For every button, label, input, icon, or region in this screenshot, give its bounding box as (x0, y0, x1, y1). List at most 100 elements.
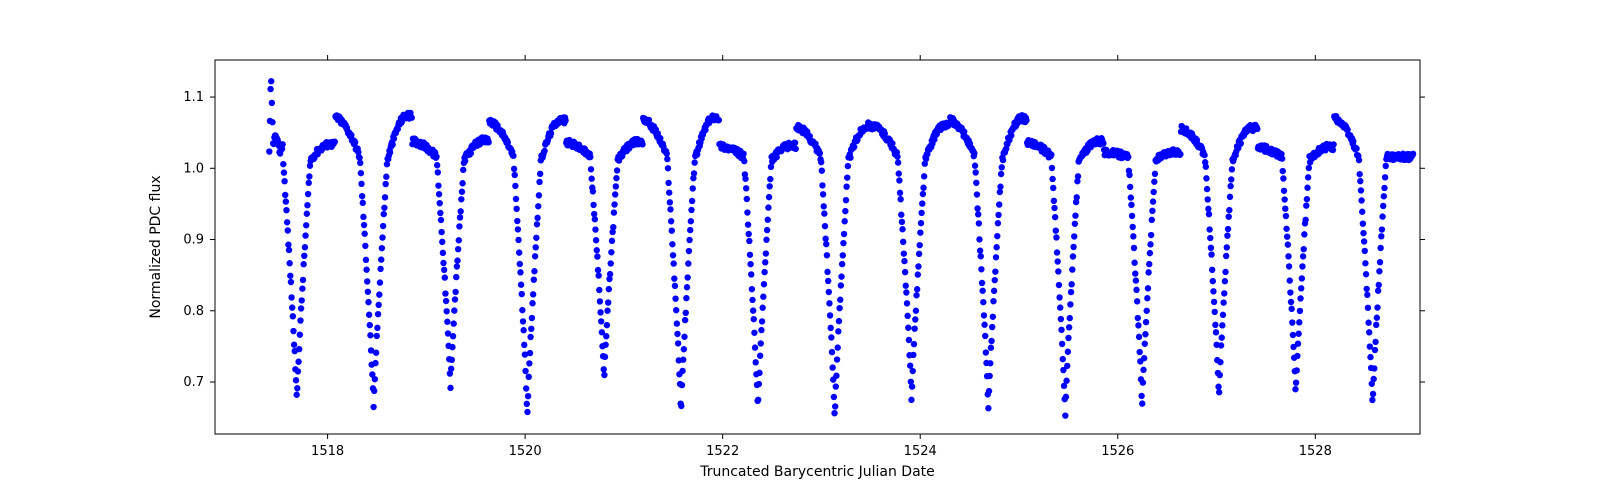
data-point (898, 212, 904, 218)
data-point (822, 223, 828, 229)
data-point (1219, 334, 1225, 340)
data-point (1060, 356, 1066, 362)
data-point (679, 382, 685, 388)
data-point (361, 222, 367, 228)
data-point (1150, 189, 1156, 195)
data-point (763, 250, 769, 256)
data-point (1023, 117, 1029, 123)
data-point (1133, 287, 1139, 293)
data-point (436, 191, 442, 197)
data-point (842, 208, 848, 214)
data-point (562, 117, 568, 123)
data-point (911, 341, 917, 347)
data-point (1365, 305, 1371, 311)
data-point (1219, 322, 1225, 328)
data-point (1374, 304, 1380, 310)
data-point (1280, 175, 1286, 181)
data-point (992, 268, 998, 274)
data-point (767, 176, 773, 182)
data-point (995, 220, 1001, 226)
data-point (1223, 253, 1229, 259)
data-point (1330, 147, 1336, 153)
data-point (765, 217, 771, 223)
data-point (1227, 183, 1233, 189)
data-point (513, 206, 519, 212)
data-point (975, 211, 981, 217)
data-point (670, 260, 676, 266)
data-point (684, 274, 690, 280)
data-point (1145, 285, 1151, 291)
data-point (751, 316, 757, 322)
data-point (435, 182, 441, 188)
data-point (358, 181, 364, 187)
data-point (921, 173, 927, 179)
data-point (297, 331, 303, 337)
data-point (918, 210, 924, 216)
data-point (749, 286, 755, 292)
data-point (527, 334, 533, 340)
data-point (279, 141, 285, 147)
data-point (1210, 278, 1216, 284)
data-point (1207, 235, 1213, 241)
data-point (366, 312, 372, 318)
data-point (979, 288, 985, 294)
data-point (758, 340, 764, 346)
data-point (1212, 309, 1218, 315)
data-point (371, 388, 377, 394)
data-point (841, 231, 847, 237)
data-point (1410, 151, 1416, 157)
data-point (1286, 263, 1292, 269)
data-point (528, 326, 534, 332)
data-point (740, 151, 746, 157)
data-point (1292, 386, 1298, 392)
data-point (612, 191, 618, 197)
data-point (1132, 270, 1138, 276)
data-point (286, 247, 292, 253)
data-point (375, 311, 381, 317)
data-point (1226, 213, 1232, 219)
data-point (1225, 226, 1231, 232)
data-point (828, 334, 834, 340)
data-point (1211, 299, 1217, 305)
data-point (614, 167, 620, 173)
data-point (1279, 155, 1285, 161)
data-point (894, 153, 900, 159)
data-point (593, 237, 599, 243)
data-point (1362, 248, 1368, 254)
data-point (437, 200, 443, 206)
data-point (987, 360, 993, 366)
data-point (981, 322, 987, 328)
data-point (597, 309, 603, 315)
data-point (847, 154, 853, 160)
data-point (1067, 301, 1073, 307)
data-point (838, 282, 844, 288)
data-point (453, 274, 459, 280)
data-point (1363, 286, 1369, 292)
data-point (1130, 224, 1136, 230)
data-point (1358, 187, 1364, 193)
data-point (457, 214, 463, 220)
data-point (1305, 174, 1311, 180)
data-point (756, 370, 762, 376)
data-point (672, 295, 678, 301)
data-point (1074, 194, 1080, 200)
y-tick-label: 1.0 (183, 161, 204, 176)
data-point (288, 294, 294, 300)
data-point (587, 154, 593, 160)
data-point (522, 368, 528, 374)
data-point (680, 357, 686, 363)
data-point (1383, 163, 1389, 169)
data-point (903, 283, 909, 289)
data-point (1213, 329, 1219, 335)
data-point (1069, 266, 1075, 272)
data-point (999, 164, 1005, 170)
data-point (603, 333, 609, 339)
data-point (1290, 332, 1296, 338)
data-point (759, 318, 765, 324)
data-point (668, 218, 674, 224)
data-point (1142, 341, 1148, 347)
data-point (290, 313, 296, 319)
data-point (678, 403, 684, 409)
data-point (1134, 298, 1140, 304)
data-point (379, 234, 385, 240)
